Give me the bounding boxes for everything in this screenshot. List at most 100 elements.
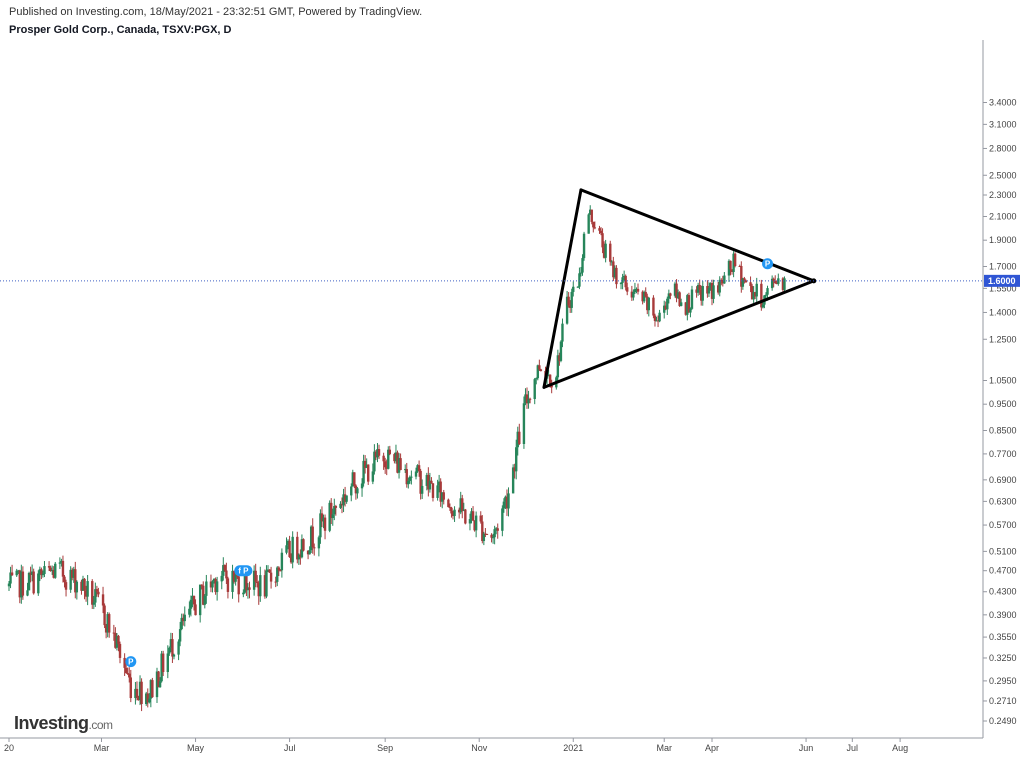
candle	[72, 566, 75, 583]
candle	[536, 364, 540, 381]
candle	[376, 443, 379, 463]
candle	[589, 205, 592, 215]
candle	[760, 279, 763, 311]
candle	[74, 561, 77, 599]
candle	[27, 571, 31, 591]
candle	[118, 641, 122, 664]
event-marker[interactable]: f P	[234, 565, 253, 577]
price-tick-label: 1.4000	[989, 307, 1017, 317]
candle	[296, 531, 299, 564]
candle	[108, 612, 111, 638]
price-tick-label: 0.3900	[989, 610, 1017, 620]
candle	[749, 276, 752, 293]
candle	[322, 514, 325, 529]
price-tick-label: 0.4700	[989, 566, 1017, 576]
candle	[151, 677, 154, 698]
candle	[356, 486, 359, 499]
candle	[417, 460, 421, 477]
candle	[447, 498, 450, 508]
logo-name: Investing	[14, 713, 89, 733]
candle	[753, 291, 757, 300]
candle	[97, 587, 100, 598]
candle	[297, 553, 301, 565]
candle	[7, 581, 11, 591]
candle	[399, 453, 402, 471]
candle	[473, 520, 476, 532]
event-marker[interactable]: P	[125, 656, 137, 668]
candle	[140, 678, 143, 712]
candle	[504, 495, 507, 509]
candle	[485, 533, 489, 535]
candle	[64, 579, 68, 597]
candle	[609, 240, 612, 266]
candle	[266, 565, 270, 572]
candle	[729, 260, 732, 276]
time-tick-label: Nov	[471, 743, 488, 753]
candle	[306, 550, 310, 560]
candle	[222, 557, 225, 581]
candle	[727, 259, 731, 282]
candle	[92, 595, 95, 610]
candle	[353, 472, 356, 489]
price-tick-label: 0.6300	[989, 496, 1017, 506]
candle	[387, 446, 390, 470]
price-axis: 3.4000 3.1000 2.8000 2.5000 2.3000 2.1000 1.90…	[983, 98, 1017, 726]
candle	[481, 515, 484, 544]
candle	[576, 286, 580, 288]
candle	[559, 340, 563, 363]
price-tick-label: 1.9000	[989, 235, 1017, 245]
time-tick-label: Mar	[94, 743, 110, 753]
candle	[385, 459, 388, 476]
candle	[80, 579, 83, 595]
candle	[420, 479, 424, 500]
candle	[448, 503, 452, 511]
candle	[561, 318, 564, 348]
candle	[37, 570, 40, 596]
candle	[408, 475, 412, 484]
candle	[339, 501, 342, 509]
candle	[490, 533, 493, 543]
candle	[642, 290, 646, 303]
candle	[783, 276, 786, 293]
candle	[354, 484, 358, 500]
event-marker[interactable]: P	[762, 258, 774, 270]
candle	[709, 282, 712, 291]
candle	[302, 538, 305, 552]
candle	[26, 582, 29, 597]
candle	[624, 274, 627, 291]
candle	[32, 568, 35, 595]
candle	[86, 575, 89, 606]
candle	[317, 535, 321, 557]
candle	[220, 570, 223, 590]
candle	[707, 282, 711, 297]
last-price-label: 1.6000	[988, 276, 1016, 286]
candle	[83, 577, 86, 600]
candle	[673, 281, 677, 298]
candle	[761, 302, 765, 309]
candle	[732, 251, 735, 278]
candle	[427, 467, 430, 497]
candle	[570, 288, 573, 313]
candle	[285, 537, 288, 555]
candle	[69, 566, 72, 593]
candle	[733, 252, 737, 268]
time-tick-label: 20	[4, 743, 14, 753]
candle	[123, 653, 126, 676]
candle	[288, 535, 291, 558]
candle	[126, 667, 129, 676]
price-tick-label: 2.1000	[989, 212, 1017, 222]
candle	[441, 492, 444, 509]
candle	[215, 576, 219, 601]
candle	[252, 565, 256, 596]
candle	[676, 289, 680, 299]
candle	[134, 681, 137, 705]
candle	[363, 455, 367, 474]
candle	[451, 510, 455, 520]
candle	[166, 645, 169, 679]
candle	[289, 553, 293, 564]
price-tick-label: 0.3250	[989, 653, 1017, 663]
candle	[633, 282, 637, 294]
candle	[496, 523, 499, 539]
candle	[342, 488, 345, 513]
